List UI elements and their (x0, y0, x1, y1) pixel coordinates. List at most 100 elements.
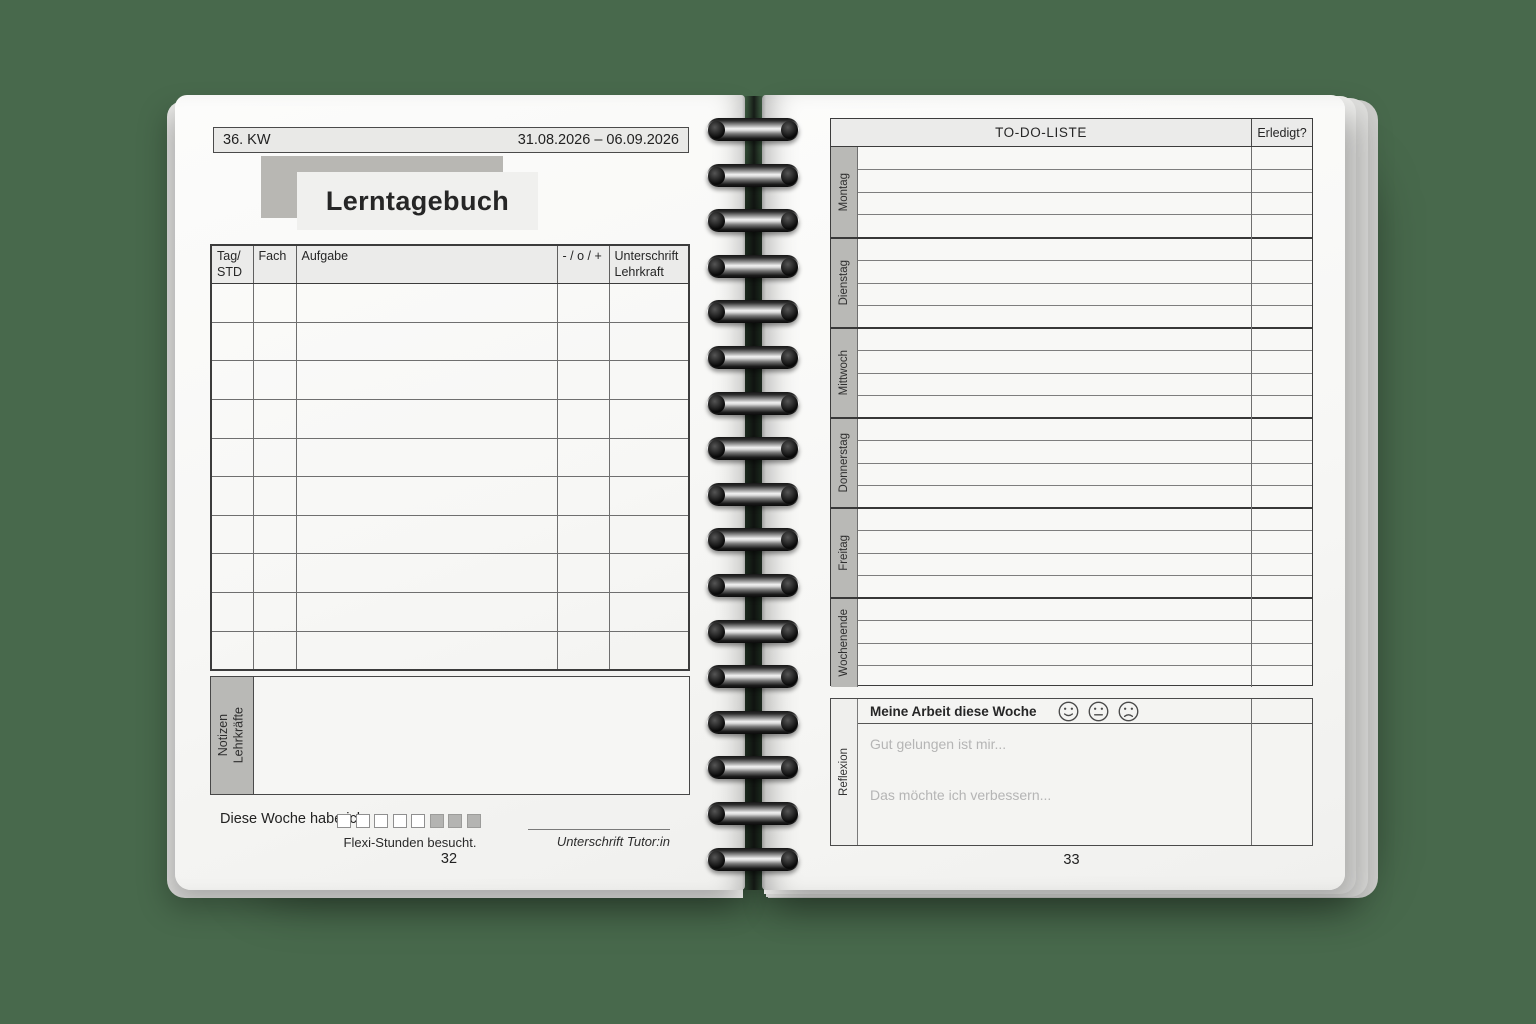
todo-row (858, 644, 1312, 666)
table-cell (556, 514, 610, 555)
checkbox-filled (466, 814, 481, 828)
day-label-cell: Wochenende (831, 599, 858, 687)
todo-row (858, 306, 1312, 327)
reflection-heading-row: Meine Arbeit diese Woche (858, 699, 1312, 724)
spiral-loop (707, 847, 799, 871)
table-cell (295, 283, 558, 323)
todo-row (858, 464, 1312, 486)
spiral-loop (707, 437, 799, 461)
table-cell (252, 476, 297, 516)
done-column-divider (1251, 699, 1252, 845)
table-row (210, 437, 690, 478)
spiral-loop (707, 756, 799, 780)
reflection-label-cell: Reflexion (831, 699, 858, 845)
page-number: 33 (1063, 852, 1080, 868)
table-row (210, 592, 690, 632)
right-page: TO-DO-LISTE Erledigt? Montag Dienstag Mi… (762, 95, 1345, 890)
flexi-checkbox-row (337, 814, 481, 828)
table-header-row: Tag/STD Fach Aufgabe - / o / + Unterschr… (210, 244, 690, 285)
spiral-loop (707, 528, 799, 552)
todo-row (858, 599, 1312, 622)
table-cell (210, 283, 254, 323)
date-range: 31.08.2026 – 06.09.2026 (517, 132, 679, 148)
teacher-notes-box: Notizen Lehrkräfte (210, 676, 690, 795)
table-cell (252, 399, 297, 439)
table-cell (295, 630, 558, 671)
table-cell (210, 553, 254, 593)
table-cell (252, 360, 297, 401)
checkbox-empty (374, 814, 388, 828)
flexi-caption: Flexi-Stunden besucht. (343, 835, 477, 850)
table-row (210, 399, 690, 439)
day-label-cell: Mittwoch (831, 329, 858, 417)
table-cell (608, 360, 690, 401)
table-cell (608, 399, 690, 439)
table-cell (252, 592, 297, 632)
todo-row (858, 170, 1312, 193)
day-block-donnerstag: Donnerstag (831, 417, 1312, 507)
prompt-gut-gelungen: Gut gelungen ist mir... (870, 736, 1007, 752)
day-rows (858, 329, 1312, 417)
col-header-aufgabe: Aufgabe (295, 244, 558, 285)
table-cell (252, 437, 297, 478)
table-row (210, 630, 690, 671)
table-cell (608, 437, 690, 478)
spiral-loop (707, 300, 799, 324)
table-cell (608, 592, 690, 632)
checkbox-empty (337, 814, 351, 828)
page-number: 32 (440, 851, 458, 867)
table-cell (252, 514, 297, 555)
day-rows (858, 239, 1312, 327)
todo-row (858, 374, 1312, 396)
table-cell (556, 399, 610, 439)
table-cell (210, 437, 254, 478)
spiral-loop (707, 802, 799, 825)
todo-header-row: TO-DO-LISTE Erledigt? (831, 119, 1312, 147)
spiral-loop (707, 254, 799, 278)
tutor-signature-label: Unterschrift Tutor:in (556, 834, 670, 849)
spiral-loop (707, 482, 799, 506)
table-cell (608, 283, 690, 323)
spiral-loop (707, 346, 799, 369)
day-label-cell: Freitag (831, 509, 858, 597)
todo-row (858, 147, 1312, 170)
spiral-loop (707, 619, 799, 643)
table-cell (252, 630, 297, 671)
table-cell (210, 399, 254, 439)
table-cell (295, 476, 558, 516)
table-cell (210, 476, 254, 516)
table-cell (556, 592, 610, 632)
todo-row (858, 441, 1312, 464)
table-cell (295, 321, 558, 362)
day-block-freitag: Freitag (831, 507, 1312, 597)
table-cell (210, 360, 254, 401)
table-cell (556, 360, 610, 401)
spiral-binding (690, 90, 820, 900)
day-block-mittwoch: Mittwoch (831, 327, 1312, 417)
notes-label: Notizen Lehrkräfte (216, 707, 246, 764)
lerntagebuch-table: Tag/STD Fach Aufgabe - / o / + Unterschr… (210, 244, 690, 671)
reflection-heading: Meine Arbeit diese Woche (870, 703, 1037, 719)
reflection-content: Meine Arbeit diese Woche (858, 699, 1312, 845)
todo-title: TO-DO-LISTE (995, 125, 1087, 140)
table-cell (556, 476, 610, 516)
table-cell (295, 360, 558, 401)
todo-row (858, 531, 1312, 554)
todo-row (858, 554, 1312, 576)
table-cell (295, 592, 558, 632)
table-cell (556, 321, 610, 362)
table-cell (210, 514, 254, 555)
day-rows (858, 509, 1312, 597)
table-cell (295, 553, 558, 593)
week-number: 36. KW (223, 132, 271, 148)
table-cell (556, 437, 610, 478)
day-block-wochenende: Wochenende (831, 597, 1312, 687)
todo-row (858, 396, 1312, 417)
day-label-cell: Montag (831, 147, 858, 237)
col-header-unterschrift: Unterschrift Lehrkraft (608, 244, 690, 285)
spiral-loop (707, 118, 799, 141)
notes-empty-area (254, 677, 689, 794)
table-cell (295, 437, 558, 478)
smiley-sad-icon (1118, 701, 1138, 721)
